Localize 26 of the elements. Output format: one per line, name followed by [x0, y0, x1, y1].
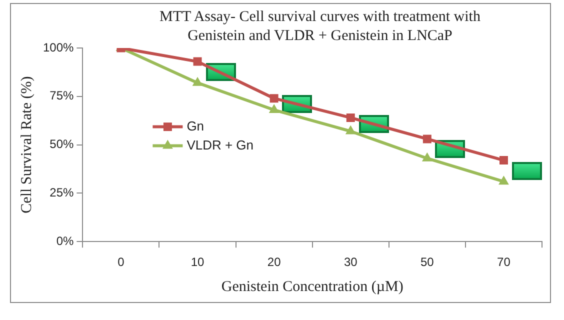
x-axis-title: Genistein Concentration (µM) — [221, 278, 404, 295]
x-tick-label: 20 — [267, 255, 282, 270]
point — [192, 76, 203, 86]
y-tick-label: 75% — [50, 88, 74, 103]
y-axis-title: Cell Survival Rate (%) — [18, 76, 35, 214]
point — [270, 94, 278, 103]
x-tick-label: 10 — [190, 255, 205, 270]
legend-label: Gn — [186, 118, 204, 134]
point — [422, 152, 432, 162]
y-tick-label: 50% — [50, 137, 74, 152]
point — [193, 57, 202, 66]
point — [498, 176, 509, 185]
point — [499, 156, 508, 165]
y-tick-label: 100% — [42, 40, 74, 54]
x-tick-label: 70 — [497, 255, 511, 270]
x-tick-label: 30 — [344, 255, 358, 270]
x-tick-label: 50 — [420, 255, 434, 270]
point — [422, 134, 432, 144]
y-tick-label: 25% — [50, 186, 74, 200]
legend-label: VLDR + Gn — [186, 137, 254, 152]
point — [345, 125, 356, 134]
chart-title: MTT Assay- Cell survival curves with treatment with Genistein and VLDR + Genistein in LNCaP — [158, 8, 482, 46]
point — [346, 113, 355, 122]
point — [268, 104, 280, 113]
x-tick-label: 0 — [118, 255, 125, 270]
y-tick-label: 0% — [56, 234, 74, 248]
